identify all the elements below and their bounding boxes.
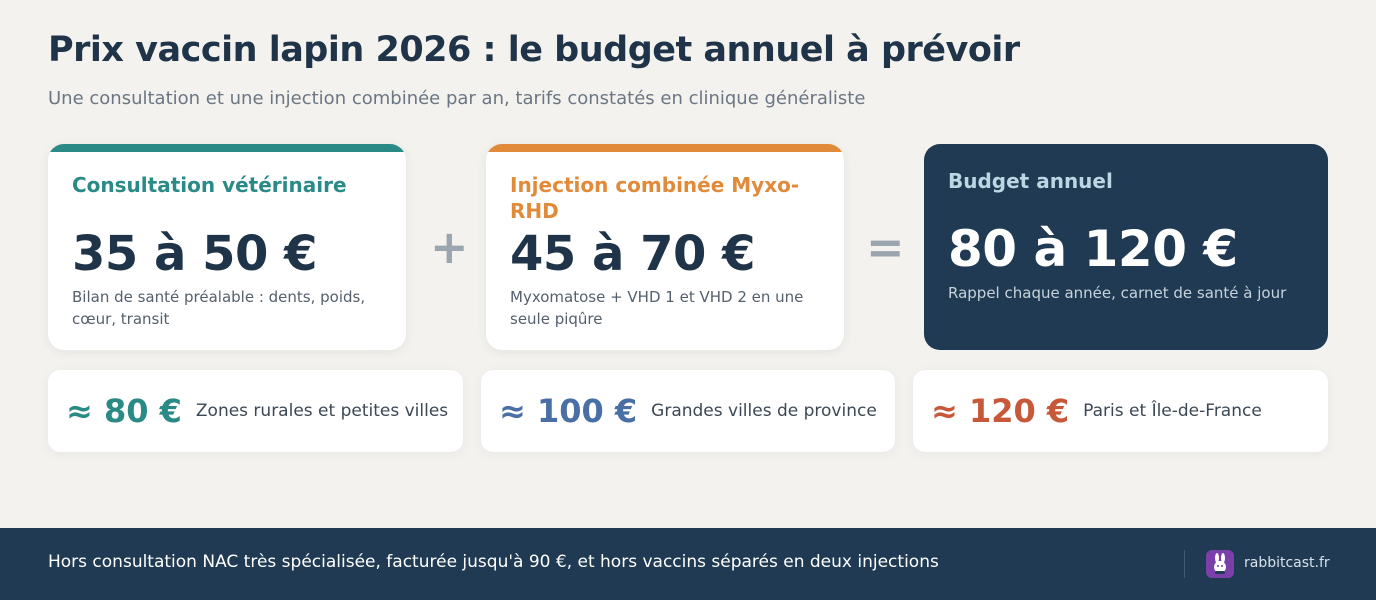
region-province: ≈ 100 € Grandes villes de province	[481, 370, 895, 452]
region-label: Zones rurales et petites villes	[195, 401, 449, 421]
region-paris: ≈ 120 € Paris et Île-de-France	[913, 370, 1328, 452]
card-price: 45 à 70 €	[510, 226, 756, 282]
card-accent-bar	[486, 144, 844, 152]
budget-card: Budget annuel 80 à 120 € Rappel chaque a…	[924, 144, 1328, 350]
region-label: Paris et Île-de-France	[1083, 401, 1262, 421]
footer-note: Hors consultation NAC très spécialisée, …	[48, 552, 939, 572]
card-title: Injection combinée Myxo-RHD	[510, 173, 800, 223]
plus-operator: +	[430, 220, 469, 274]
equals-operator: =	[866, 220, 905, 274]
injection-card: Injection combinée Myxo-RHD 45 à 70 € My…	[486, 144, 844, 350]
card-price: 35 à 50 €	[72, 226, 318, 282]
footer-divider	[1184, 550, 1185, 578]
brand-link[interactable]: rabbitcast.fr	[1244, 555, 1330, 571]
card-title: Consultation vétérinaire	[72, 173, 347, 197]
card-note: Myxomatose + VHD 1 et VHD 2 en une seule…	[510, 288, 804, 328]
region-rural: ≈ 80 € Zones rurales et petites villes	[48, 370, 463, 452]
region-amount: ≈ 100 €	[499, 392, 638, 430]
page-title: Prix vaccin lapin 2026 : le budget annue…	[48, 30, 1020, 70]
region-amount: ≈ 120 €	[931, 392, 1070, 430]
region-amount: ≈ 80 €	[66, 392, 182, 430]
card-price: 80 à 120 €	[948, 220, 1238, 278]
rabbit-logo-icon[interactable]	[1206, 550, 1234, 578]
page-subtitle: Une consultation et une injection combin…	[48, 88, 866, 109]
card-note: Rappel chaque année, carnet de santé à j…	[948, 284, 1287, 302]
region-label: Grandes villes de province	[651, 401, 877, 421]
card-accent-bar	[48, 144, 406, 152]
footer: Hors consultation NAC très spécialisée, …	[0, 528, 1376, 600]
card-note: Bilan de santé préalable : dents, poids,…	[72, 288, 366, 328]
consultation-card: Consultation vétérinaire 35 à 50 € Bilan…	[48, 144, 406, 350]
card-title: Budget annuel	[948, 169, 1113, 193]
